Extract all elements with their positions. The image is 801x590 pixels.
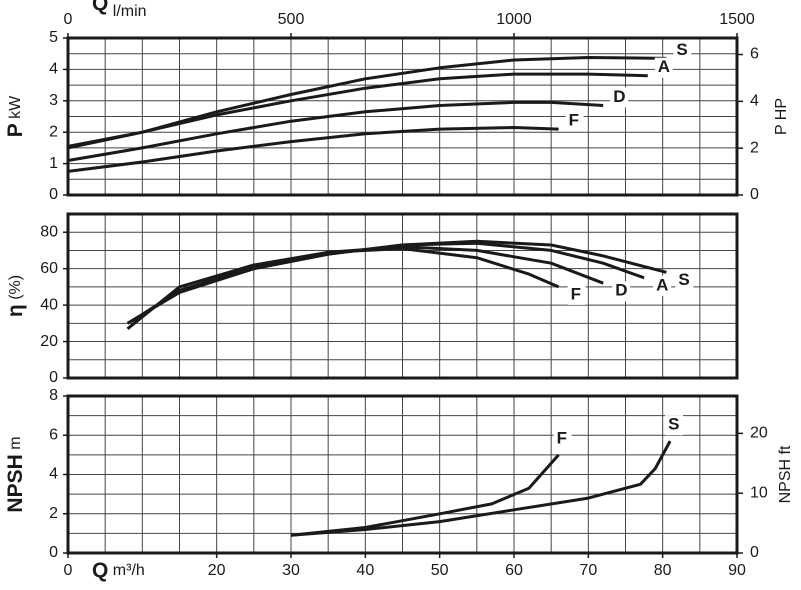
curve: [290, 440, 672, 537]
y2-axis-title: NPSH ft: [777, 445, 794, 503]
x-axis-unit: m³/h: [113, 562, 145, 579]
x-tick-label: 20: [208, 562, 226, 579]
label-bg: [665, 415, 684, 436]
curve: [134, 245, 604, 321]
label-bg: [675, 270, 694, 291]
series-label: D: [615, 281, 627, 300]
y-axis-unit: m: [7, 436, 24, 449]
y2-tick-label: 0: [750, 186, 759, 203]
y2-tick-label: 6: [750, 46, 759, 63]
y-tick-label: 60: [40, 260, 58, 277]
y2-axis-title: P HP: [773, 98, 790, 135]
y-axis-unit: kW: [7, 95, 24, 119]
y-axis-unit: (%): [7, 275, 24, 300]
y-tick-label: 0: [49, 186, 58, 203]
y-axis-title: NPSH m: [4, 436, 27, 512]
label-bg: [653, 275, 672, 296]
y-tick-label: 8: [49, 387, 58, 404]
x-axis-title: Q m³/h: [92, 559, 145, 582]
y-tick-label: 6: [49, 426, 58, 443]
label-bg: [553, 428, 572, 449]
curve: [67, 72, 648, 148]
x2-tick-label: 1500: [719, 11, 755, 28]
x-tick-label: 80: [654, 562, 672, 579]
y2-tick-label: 20: [750, 425, 768, 442]
label-bg: [567, 284, 586, 305]
x2-tick-label: 1000: [496, 11, 532, 28]
x-tick-label: 50: [431, 562, 449, 579]
series-label: S: [668, 415, 679, 434]
y-tick-label: 20: [40, 333, 58, 350]
y-tick-label: 80: [40, 223, 58, 240]
x-axis-symbol: Q: [92, 559, 108, 582]
series-label: F: [569, 111, 579, 130]
y2-tick-label: 0: [750, 544, 759, 561]
y-tick-label: 1: [49, 155, 58, 172]
x-axis-unit: l/min: [113, 3, 147, 20]
label-bg: [565, 111, 584, 132]
curve: [67, 126, 559, 173]
label-bg: [610, 87, 629, 108]
y-tick-label: 2: [49, 505, 58, 522]
y2-tick-label: 4: [750, 93, 759, 110]
curve: [67, 100, 604, 162]
y-tick-label: 2: [49, 123, 58, 140]
series-label: F: [571, 284, 581, 303]
plot-frame: [66, 212, 739, 380]
y-axis-symbol: P: [4, 123, 27, 137]
plot-frame: [66, 394, 739, 555]
series-label: S: [678, 270, 689, 289]
x2-tick-label: 500: [278, 11, 305, 28]
x-tick-label: 90: [728, 562, 746, 579]
y-tick-label: 0: [49, 369, 58, 386]
x-tick-label: 40: [356, 562, 374, 579]
x-axis-symbol: Q: [92, 0, 108, 15]
x2-tick-label: 0: [64, 11, 73, 28]
series-label: S: [676, 40, 687, 59]
curve: [126, 247, 560, 330]
series-label: A: [656, 275, 668, 294]
label-bg: [612, 281, 631, 302]
y-tick-label: 0: [49, 544, 58, 561]
x-tick-label: 0: [64, 562, 73, 579]
y-axis-symbol: η: [4, 304, 27, 317]
curve: [290, 453, 560, 537]
label-bg: [654, 57, 673, 78]
x-tick-label: 70: [579, 562, 597, 579]
series-label: A: [658, 57, 670, 76]
x-axis-title: Q l/min: [92, 0, 147, 20]
y2-tick-label: 2: [750, 139, 759, 156]
y-tick-label: 40: [40, 296, 58, 313]
y-tick-label: 4: [49, 466, 58, 483]
y-tick-label: 5: [49, 29, 58, 46]
x-tick-label: 30: [282, 562, 300, 579]
label-bg: [673, 40, 692, 61]
y-axis-title: P kW: [4, 95, 27, 137]
y-tick-label: 3: [49, 92, 58, 109]
y-axis-title: η (%): [4, 275, 27, 317]
y-tick-label: 4: [49, 61, 58, 78]
y-axis-symbol: NPSH: [4, 454, 27, 512]
x-tick-label: 60: [505, 562, 523, 579]
series-label: D: [613, 87, 625, 106]
y2-tick-label: 10: [750, 484, 768, 501]
plot-frame: [66, 36, 739, 197]
series-label: F: [557, 428, 567, 447]
